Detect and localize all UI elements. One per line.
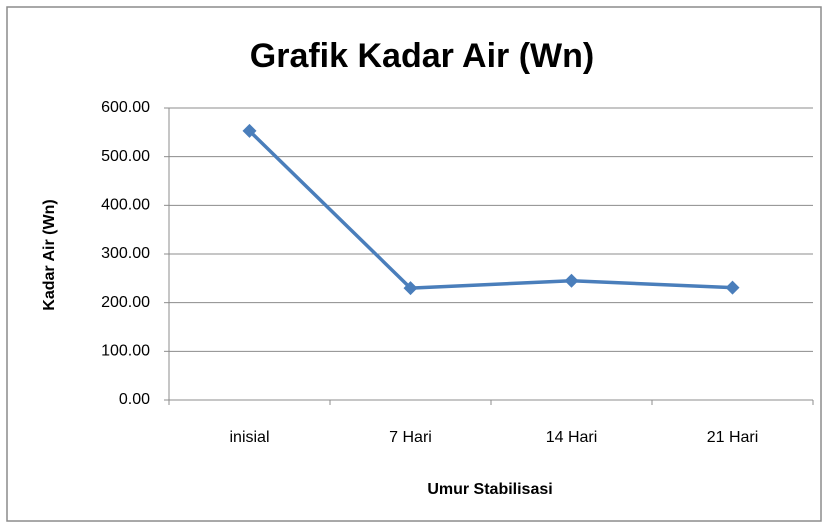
chart-title: Grafik Kadar Air (Wn) xyxy=(250,37,594,75)
y-tick-label: 0.00 xyxy=(119,391,150,408)
y-tick-label: 500.00 xyxy=(101,148,150,165)
data-point xyxy=(242,123,257,138)
x-tick-label: 14 Hari xyxy=(546,429,598,446)
x-axis-label: Umur Stabilisasi xyxy=(427,481,552,498)
chart-frame xyxy=(6,6,822,522)
x-tick-label: 7 Hari xyxy=(389,429,432,446)
data-point xyxy=(725,280,740,295)
y-tick-label: 100.00 xyxy=(101,343,150,360)
y-axis-label: Kadar Air (Wn) xyxy=(41,199,58,310)
y-tick-label: 400.00 xyxy=(101,197,150,214)
series-line xyxy=(248,129,733,290)
x-tick-label: 21 Hari xyxy=(707,429,759,446)
y-tick-label: 300.00 xyxy=(101,245,150,262)
y-tick-label: 600.00 xyxy=(101,99,150,116)
data-point xyxy=(564,273,579,288)
y-tick-label: 200.00 xyxy=(101,294,150,311)
data-point xyxy=(403,281,418,296)
x-tick-label: inisial xyxy=(229,429,269,446)
